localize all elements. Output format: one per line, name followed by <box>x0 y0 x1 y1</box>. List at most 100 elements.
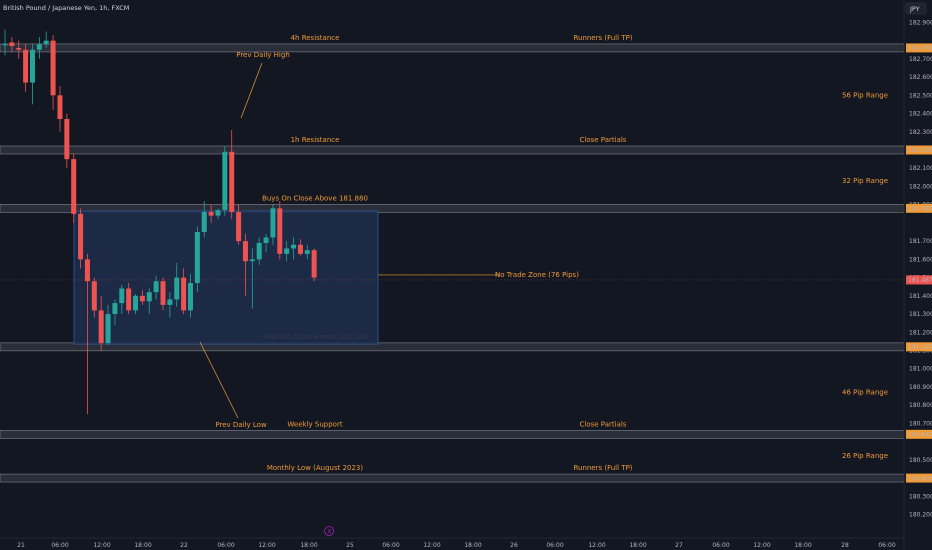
candle-body <box>291 244 297 249</box>
time-tick-label: 22 <box>180 542 188 549</box>
candle-body <box>167 299 173 305</box>
level-band <box>0 145 905 155</box>
price-tick-label: 180.200 <box>909 512 932 519</box>
event-marker-glyph: X <box>327 529 331 536</box>
candle-body <box>139 295 145 302</box>
level-label-right: Runners (Full TP) <box>573 464 632 472</box>
price-tick-label: 182.500 <box>909 92 932 99</box>
price-tick-label: 182.700 <box>909 56 932 63</box>
time-tick-label: 06:00 <box>546 542 563 549</box>
pip-range-label: 32 Pip Range <box>842 177 888 185</box>
candle-body <box>98 310 104 344</box>
level-band <box>0 430 905 439</box>
candle-body <box>119 288 125 304</box>
pip-range-label: 26 Pip Range <box>842 452 888 460</box>
time-tick-label: 06:00 <box>878 542 895 549</box>
candle-body <box>263 237 269 243</box>
candle-body <box>284 248 290 254</box>
candle-body <box>57 95 63 120</box>
candle-body <box>249 259 255 262</box>
candle-body <box>236 211 242 242</box>
candle-body <box>78 213 84 260</box>
time-tick-label: 18:00 <box>464 542 481 549</box>
no-trade-zone-box[interactable] <box>73 210 379 345</box>
pip-range-label: 56 Pip Range <box>842 91 888 99</box>
level-price-tag <box>906 145 932 155</box>
time-tick-label: 12:00 <box>258 542 275 549</box>
price-tick-label: 180.700 <box>909 420 932 427</box>
time-tick-label: 12:00 <box>588 542 605 549</box>
pip-range-label: 46 Pip Range <box>842 388 888 396</box>
time-tick-label: 26 <box>510 542 518 549</box>
prev-daily-high-label: Prev Daily High <box>236 51 290 59</box>
level-price-tag-text: 181.120 <box>908 344 932 351</box>
currency-button[interactable] <box>905 2 927 15</box>
price-tick-label: 180.300 <box>909 493 932 500</box>
candle-body <box>215 210 221 216</box>
level-band <box>0 43 905 53</box>
level-label-right: Close Partials <box>580 136 627 144</box>
time-tick-label: 06:00 <box>51 542 68 549</box>
prev-daily-high-arrow <box>240 62 263 119</box>
candle-body <box>105 314 111 344</box>
prev-daily-low-label: Prev Daily Low <box>215 421 266 429</box>
level-price-tag <box>906 203 932 213</box>
currency-label: JPY <box>909 5 920 13</box>
event-marker-icon[interactable] <box>324 526 334 536</box>
candle-body <box>256 242 262 260</box>
candle-body <box>304 250 310 254</box>
candle-body <box>133 295 139 311</box>
time-tick-label: 28 <box>841 542 849 549</box>
candle-body <box>36 44 42 50</box>
time-tick-label: 12:00 <box>423 542 440 549</box>
level-label: Monthly Low (August 2023) <box>267 464 364 472</box>
time-tick-label: 27 <box>675 542 683 549</box>
price-tick-label: 182.300 <box>909 129 932 136</box>
candle-body <box>311 250 317 278</box>
price-tick-label: 181.400 <box>909 293 932 300</box>
candle-body <box>174 277 180 300</box>
symbol-title: British Pound / Japanese Yen, 1h, FXCM <box>3 4 129 12</box>
level-label-right: Runners (Full TP) <box>573 34 632 42</box>
time-tick-label: 12:00 <box>753 542 770 549</box>
level-price-tag <box>906 429 932 439</box>
candle-body <box>23 49 29 83</box>
price-tick-label: 180.800 <box>909 402 932 409</box>
level-price-tag <box>906 342 932 352</box>
price-tick-label: 181.600 <box>909 256 932 263</box>
current-price-tag-text: 181.487 <box>908 277 932 284</box>
candle-body <box>242 241 248 262</box>
candle-body <box>126 288 132 311</box>
price-tick-label: 181.700 <box>909 238 932 245</box>
candle-body <box>43 40 49 45</box>
candle-body <box>50 40 56 96</box>
level-price-tag-text: 181.880 <box>908 206 932 213</box>
time-tick-label: 25 <box>346 542 354 549</box>
candle-body <box>208 211 214 216</box>
level-price-tag <box>906 43 932 53</box>
level-price-tag <box>906 473 932 483</box>
time-tick-label: 21 <box>17 542 25 549</box>
time-tick-label: 12:00 <box>93 542 110 549</box>
price-tick-label: 180.500 <box>909 457 932 464</box>
level-label-right: Close Partials <box>580 420 627 428</box>
candle-body <box>181 277 187 311</box>
level-price-tag-text: 182.760 <box>908 45 932 52</box>
price-tick-label: 181.000 <box>909 366 932 373</box>
candle-body <box>91 281 97 311</box>
candle-body <box>153 281 159 293</box>
no-trade-zone-label: No Trade Zone (76 Pips) <box>495 271 579 279</box>
candle-body <box>201 211 207 233</box>
level-price-tag-text: 180.640 <box>908 432 932 439</box>
price-tick-label: 180.900 <box>909 384 932 391</box>
candle-body <box>187 283 193 311</box>
candle-body <box>71 159 77 214</box>
candle-body <box>297 244 303 254</box>
time-tick-label: 18:00 <box>134 542 151 549</box>
time-tick-label: 06:00 <box>382 542 399 549</box>
candle-body <box>112 303 118 315</box>
time-tick-label: 18:00 <box>300 542 317 549</box>
price-tick-label: 182.600 <box>909 74 932 81</box>
